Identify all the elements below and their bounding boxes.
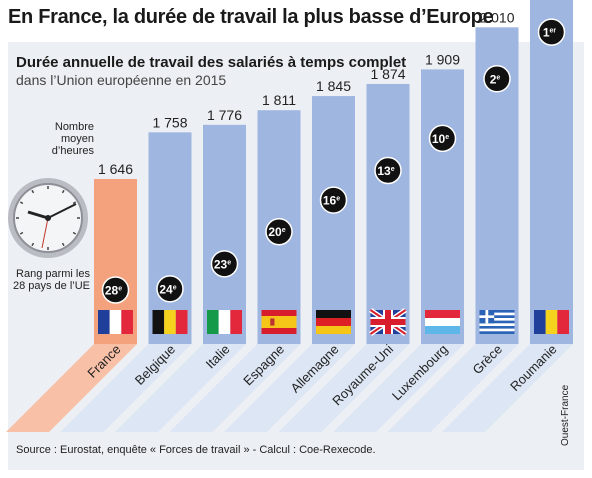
rank-label: 10e — [432, 132, 449, 146]
value-label: 2 010 — [479, 9, 514, 25]
category-band — [6, 344, 137, 432]
source-note: Source : Eurostat, enquête « Forces de t… — [16, 444, 376, 456]
rank-label: 28e — [105, 284, 122, 298]
chart-subtitle-2: dans l’Union européenne en 2015 — [16, 72, 227, 88]
category-band — [387, 344, 519, 432]
category-band — [115, 344, 246, 432]
value-label: 1 811 — [262, 92, 296, 108]
category-band — [333, 344, 464, 432]
rank-badge: 24e — [156, 275, 184, 303]
value-label: 1 646 — [98, 161, 133, 177]
hours-label: Nombre moyen d’heures — [51, 121, 94, 157]
belgium-flag-icon — [152, 310, 188, 334]
rank-label: 1er — [543, 26, 557, 40]
luxembourg-flag-icon — [425, 310, 460, 334]
france-flag-icon — [98, 310, 133, 334]
chart-title: En France, la durée de travail la plus b… — [8, 6, 494, 28]
value-label: 1 909 — [425, 51, 460, 67]
bar — [148, 132, 192, 344]
spain-flag-icon — [261, 310, 297, 334]
rank-label: 13e — [377, 164, 394, 178]
category-band — [60, 344, 192, 432]
bar — [203, 124, 246, 345]
rank-badge: 20e — [265, 217, 293, 246]
value-label: 1 776 — [207, 107, 242, 123]
category-band — [278, 344, 410, 432]
category-band — [224, 344, 355, 432]
bar — [421, 69, 464, 344]
rank-badge: 2e — [483, 65, 511, 93]
bar — [530, 0, 573, 344]
value-label: 1 874 — [370, 66, 405, 82]
rank-badge: 28e — [101, 276, 130, 304]
rank-label: Rang parmi les 28 pays de l’UE — [12, 268, 90, 292]
credit-text: Ouest-France — [560, 384, 571, 446]
value-label: 1 758 — [152, 114, 187, 130]
uk-flag-icon — [369, 307, 407, 337]
rank-badge: 10e — [428, 124, 457, 153]
clock-icon — [8, 178, 88, 258]
bar — [312, 96, 355, 344]
rank-badge: 1er — [537, 18, 566, 46]
category-band — [169, 344, 301, 432]
bar — [366, 83, 410, 345]
rank-label: 24e — [159, 282, 176, 296]
germany-flag-icon — [316, 310, 351, 334]
category-band — [442, 344, 573, 432]
rank-label: 23e — [214, 257, 231, 271]
value-label: 1 845 — [316, 78, 351, 94]
chart-subtitle: Durée annuelle de travail des salariés à… — [16, 54, 407, 71]
italy-flag-icon — [207, 310, 242, 334]
greece-flag-icon — [479, 310, 515, 334]
rank-badge: 23e — [210, 250, 239, 278]
rank-badge: 16e — [319, 186, 348, 214]
rank-label: 20e — [268, 225, 285, 239]
rank-badge: 13e — [374, 156, 402, 185]
rank-label: 2e — [490, 72, 501, 86]
rank-label: 16e — [323, 194, 340, 208]
romania-flag-icon — [534, 310, 569, 334]
